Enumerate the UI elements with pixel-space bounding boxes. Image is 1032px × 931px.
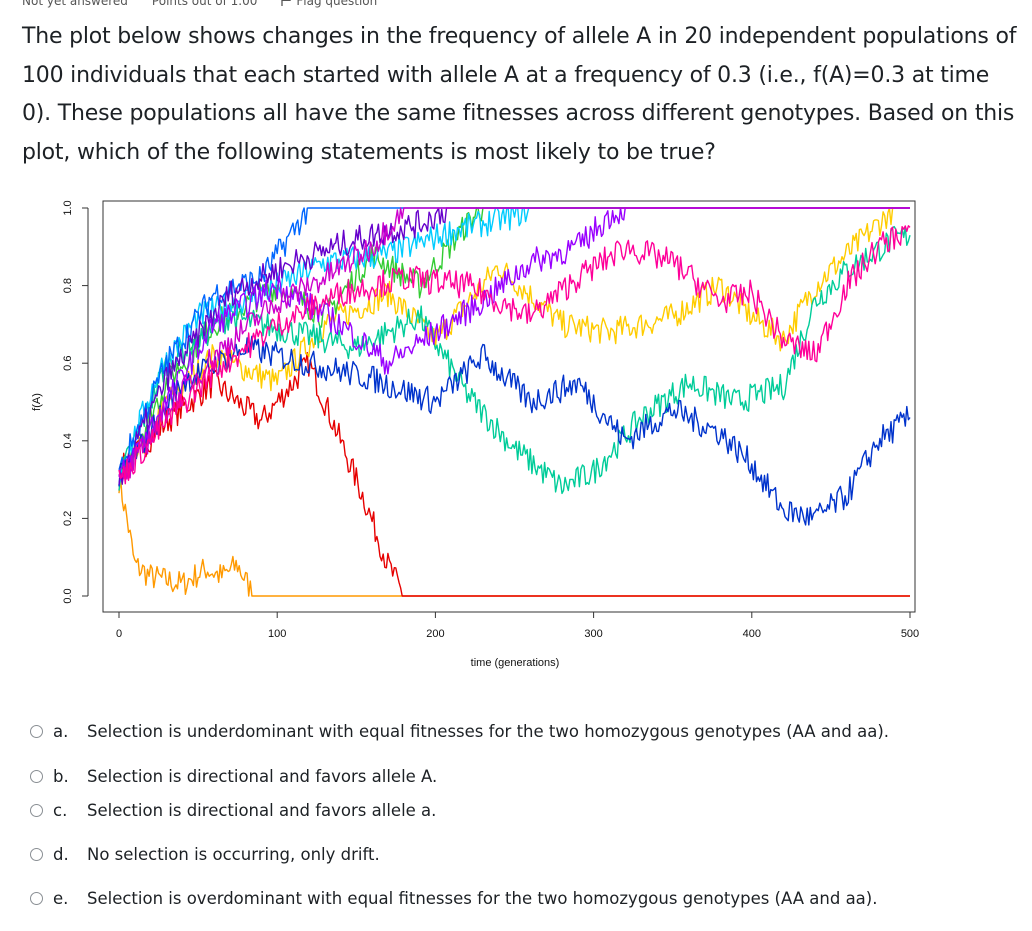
y-tick-label: 0.2 [62,511,74,526]
y-tick-label: 1.0 [62,200,74,215]
series-layer [118,207,911,597]
y-axis: 0.0 0.2 0.4 0.6 0.8 1.0 [62,200,89,604]
x-tick-label: 300 [584,628,602,640]
x-tick-label: 200 [426,628,444,640]
radio-e[interactable] [30,891,43,905]
radio-c[interactable] [30,803,43,817]
y-tick-label: 0.8 [62,278,74,293]
series-line-1 [118,475,910,597]
answer-text-e: Selection is overdominant with equal fit… [87,888,878,908]
answer-option-b[interactable]: b. Selection is directional and favors a… [30,761,437,791]
x-axis: 0 100 200 300 400 500 [116,611,919,640]
y-axis-label: f(A) [31,393,43,411]
series-line-12 [118,225,911,485]
answer-option-e[interactable]: e. Selection is overdominant with equal … [30,883,877,913]
answer-text-b: Selection is directional and favors alle… [87,766,438,786]
flag-icon [281,0,292,6]
allele-frequency-plot: 0 100 200 300 400 500 0.0 0.2 0.4 0.6 0.8 1.0 time… [0,188,1032,678]
flag-question-link[interactable]: Flag question [281,0,377,8]
series-line-5 [118,225,911,495]
x-tick-label: 500 [901,628,919,640]
x-tick-label: 0 [116,628,122,640]
flag-label: Flag question [296,0,378,8]
x-axis-label: time (generations) [471,657,560,669]
series-line-8 [118,335,911,526]
answer-option-d[interactable]: d. No selection is occurring, only drift… [30,839,380,869]
series-line-11 [119,207,910,480]
radio-d[interactable] [30,847,43,861]
series-line-9 [118,207,910,485]
x-tick-label: 100 [268,628,286,640]
series-line-6 [118,207,910,486]
answer-letter-a: a. [53,721,69,741]
answer-option-c[interactable]: c. Selection is directional and favors a… [30,795,436,825]
x-tick-label: 400 [743,628,761,640]
y-tick-label: 0.0 [62,588,74,603]
points-label: Points out of 1.00 [151,0,258,8]
y-tick-label: 0.6 [62,356,74,371]
answer-text-a: Selection is underdominant with equal fi… [87,721,889,741]
radio-b[interactable] [30,769,43,783]
radio-a[interactable] [30,724,43,738]
answer-state: Not yet answered [22,0,128,8]
question-status-bar: Not yet answered Points out of 1.00 Flag… [22,0,377,10]
question-text: The plot below shows changes in the freq… [22,24,1017,165]
series-line-2 [118,351,910,597]
answer-letter-e: e. [53,888,69,908]
answer-option-a[interactable]: a. Selection is underdominant with equal… [30,716,889,746]
answer-text-c: Selection is directional and favors alle… [87,800,437,820]
y-tick-label: 0.4 [62,433,74,448]
answer-letter-b: b. [53,766,69,786]
plot-frame [102,200,916,613]
answer-letter-d: d. [53,844,69,864]
series-line-3 [118,207,910,491]
answer-text-d: No selection is occurring, only drift. [87,844,380,864]
chart-svg: 0 100 200 300 400 500 0.0 0.2 0.4 0.6 0.8 1.0 time… [31,200,919,669]
answer-letter-c: c. [53,800,68,820]
